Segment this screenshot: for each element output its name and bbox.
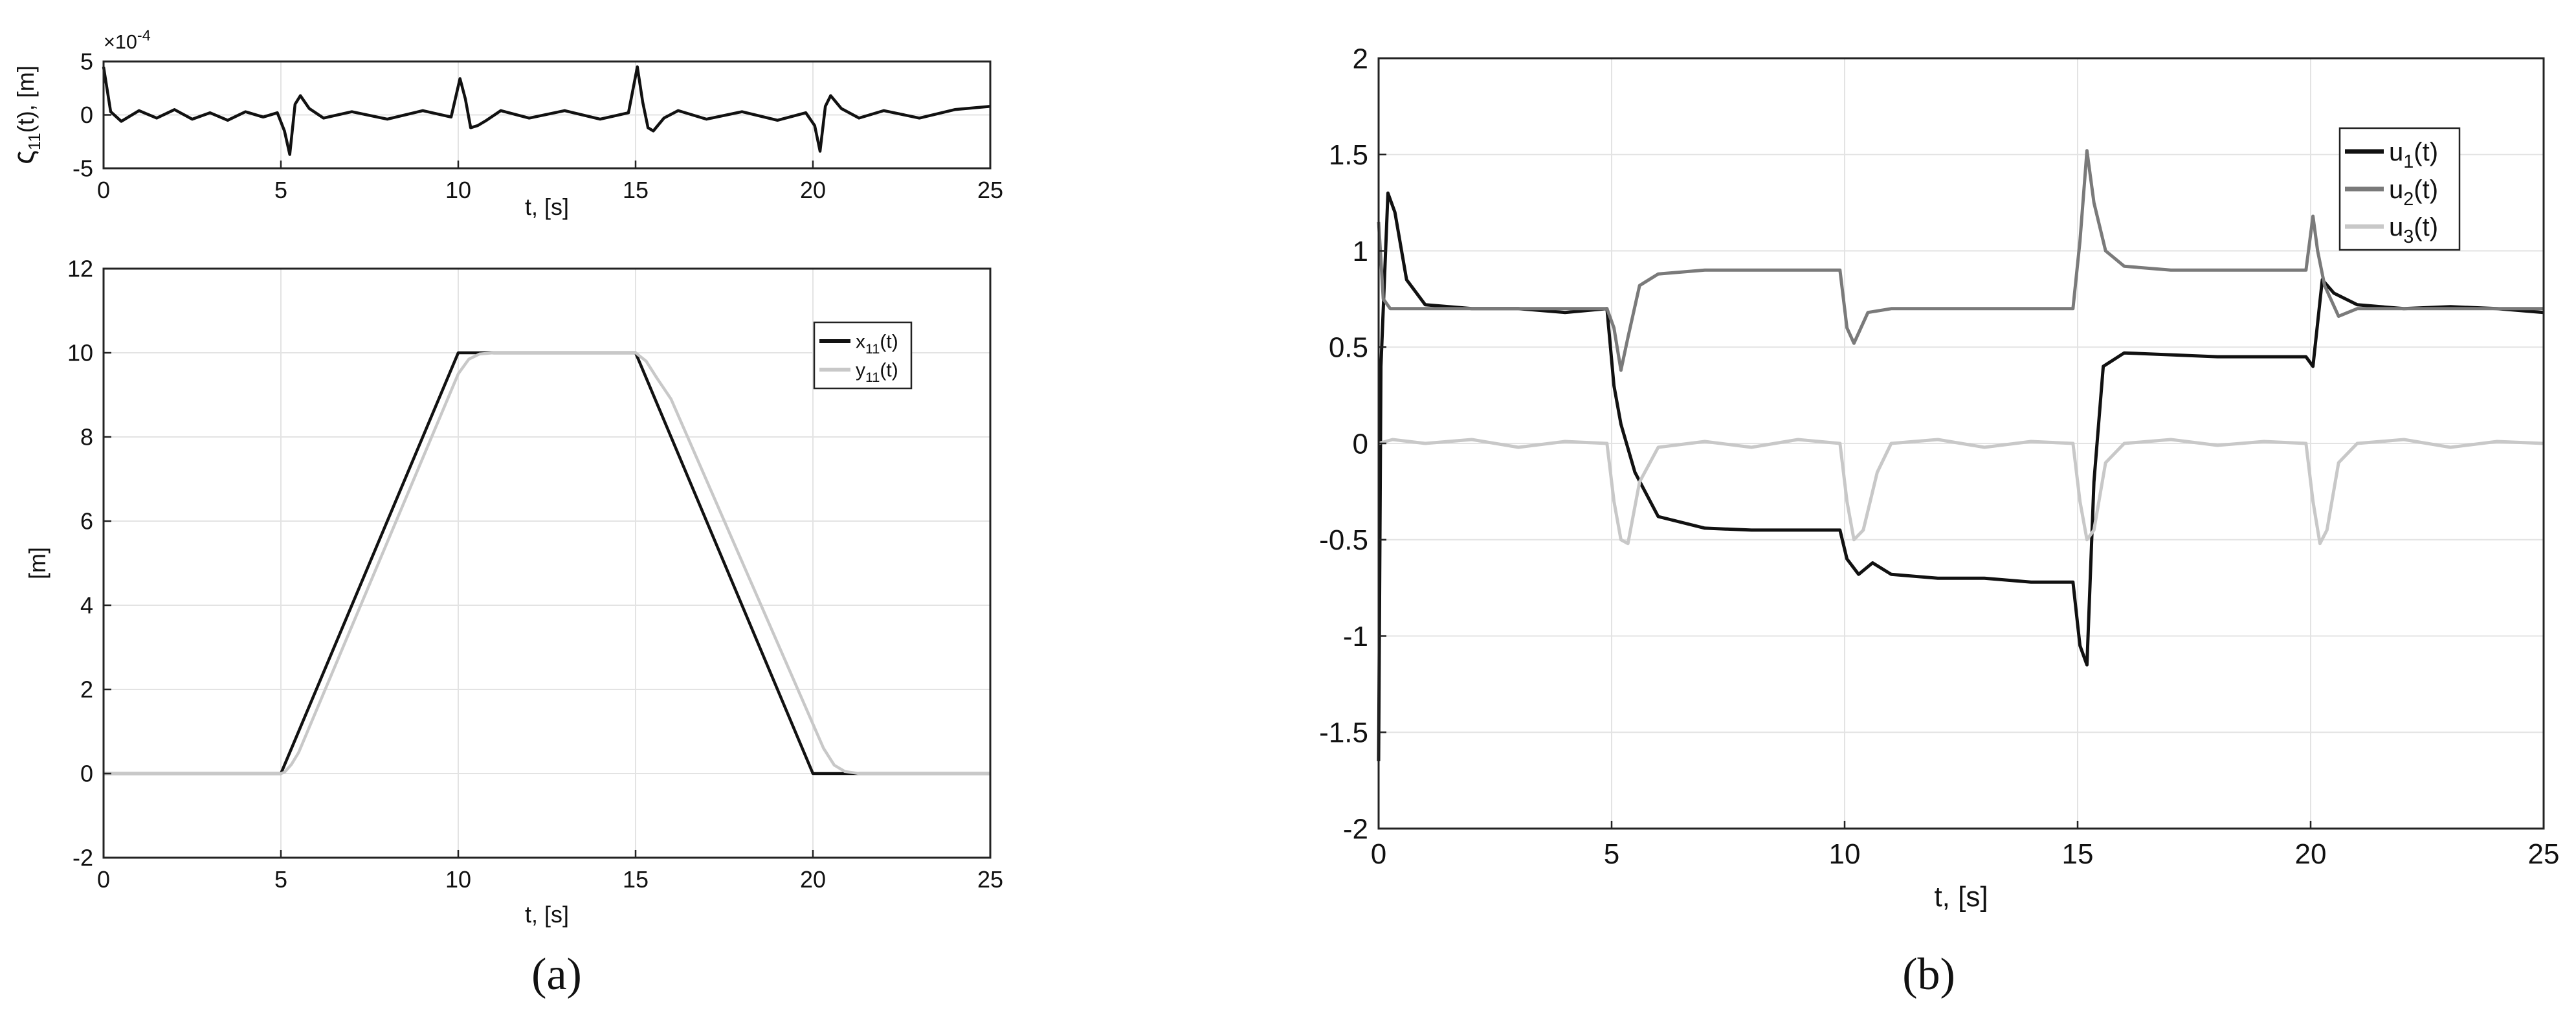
x-tick-label: 0: [97, 866, 110, 893]
axes-frame: [102, 267, 992, 859]
y-tick-label: 4: [80, 592, 93, 619]
y-tick-label: -2: [1343, 813, 1368, 845]
x-axis-label: t, [s]: [525, 901, 569, 928]
series-line-y11t: [104, 351, 990, 775]
x-tick-label: 25: [977, 866, 1003, 893]
x-tick-label: 0: [1371, 838, 1386, 870]
legend-entry: y11(t): [856, 360, 898, 385]
y-tick-label: -5: [72, 155, 93, 182]
x-tick-label: 15: [623, 177, 649, 203]
panel-label-b: (b): [1902, 950, 1955, 999]
x-tick-label: 15: [2062, 838, 2094, 870]
series-line-1: [102, 65, 991, 156]
y-tick-label: 1.5: [1329, 139, 1368, 171]
y-tick-label: 0: [1353, 428, 1368, 460]
y-tick-label: 1: [1353, 236, 1368, 267]
y-tick-label: -1: [1343, 621, 1368, 652]
y-tick-label: 5: [80, 49, 93, 75]
legend-entry: u3(t): [2389, 213, 2438, 247]
x-axis-label: t, [s]: [1934, 881, 1988, 913]
y-axis-label: ς11(t), [m]: [7, 65, 44, 164]
panel-label-a: (a): [531, 950, 582, 999]
series-line-u3t: [1378, 438, 2544, 546]
y-tick-label: 0: [80, 102, 93, 128]
legend-entry: u2(t): [2389, 175, 2438, 210]
legend-entry: u1(t): [2389, 138, 2438, 172]
legend-entry: x11(t): [856, 331, 898, 357]
x-tick-label: 5: [274, 177, 287, 203]
x-tick-label: 10: [445, 866, 471, 893]
y-tick-label: -0.5: [1319, 524, 1368, 556]
y-tick-label: 12: [67, 256, 93, 282]
x-tick-label: 10: [445, 177, 471, 203]
x-tick-label: 5: [274, 866, 287, 893]
legend: x11(t) y11(t): [813, 321, 913, 390]
chart-b: 0 5 10 15 20 25 -2 -1.5 -1 -0.5 0 0.5 1 1.5 2 t, [s] u1(…: [1319, 43, 2559, 913]
y-tick-label: 2: [80, 676, 93, 703]
y-tick-label: 6: [80, 508, 93, 535]
y-axis-label: [m]: [24, 547, 50, 579]
x-tick-label: 25: [977, 177, 1003, 203]
x-tick-label: 25: [2528, 838, 2560, 870]
y-tick-label: 2: [1353, 43, 1368, 74]
x-tick-label: 15: [623, 866, 649, 893]
y-axis-exponent: ×10-4: [104, 27, 151, 53]
y-tick-label: 0: [80, 761, 93, 787]
x-axis-label: t, [s]: [525, 194, 569, 220]
series-line-u2t: [1377, 149, 2544, 372]
x-tick-label: 0: [97, 177, 110, 203]
legend: u1(t)u2(t)u3(t): [2338, 127, 2461, 251]
y-tick-label: 8: [80, 424, 93, 451]
x-tick-label: 10: [1829, 838, 1861, 870]
x-tick-label: 20: [2295, 838, 2327, 870]
x-tick-label: 20: [800, 866, 826, 893]
y-tick-label: -1.5: [1319, 717, 1368, 749]
y-tick-label: 10: [67, 340, 93, 366]
y-tick-label: -2: [72, 845, 93, 871]
legend-box: [813, 321, 913, 390]
x-tick-label: 5: [1604, 838, 1619, 870]
y-tick-label: 0.5: [1329, 332, 1368, 364]
x-tick-label: 20: [800, 177, 826, 203]
